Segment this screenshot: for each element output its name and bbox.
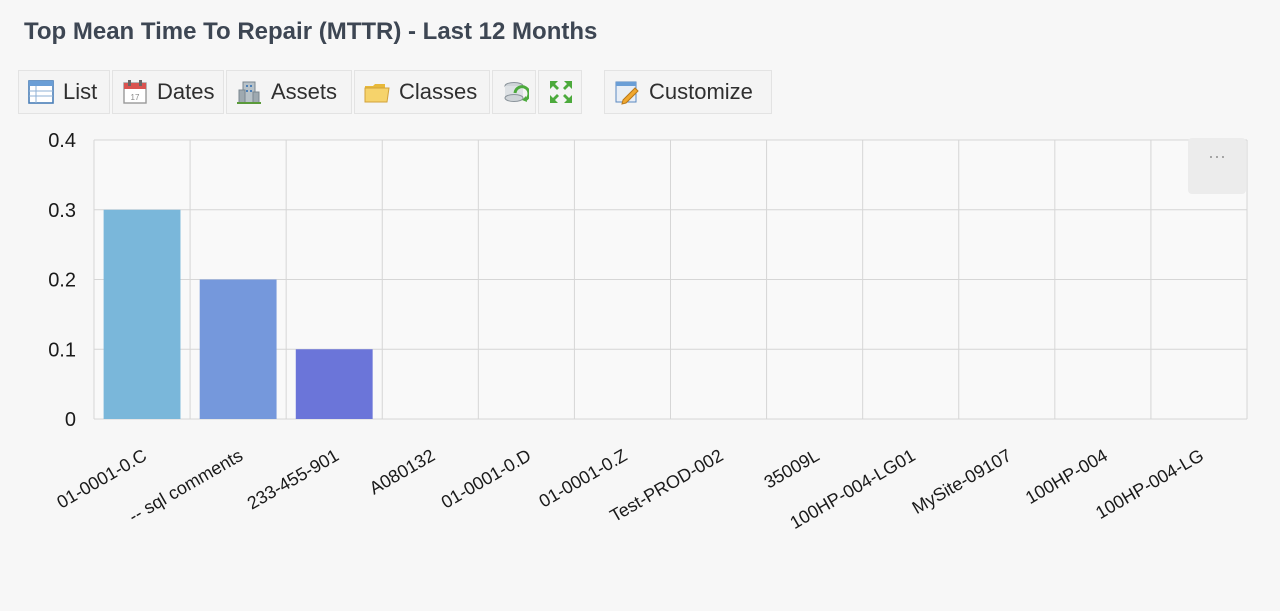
x-tick-label: 233-455-901: [244, 445, 342, 513]
customize-label: Customize: [649, 79, 753, 104]
folder-icon: [363, 78, 391, 106]
assets-button[interactable]: Assets: [226, 70, 352, 114]
expand-button[interactable]: [538, 70, 582, 114]
customize-button[interactable]: Customize: [604, 70, 772, 114]
x-tick-label: 01-0001-0.Z: [536, 445, 631, 511]
dates-button[interactable]: 17 Dates: [112, 70, 224, 114]
bar-chart: 00.10.20.30.401-0001-0.C-- sql comments2…: [48, 130, 1248, 533]
dates-label: Dates: [157, 79, 215, 104]
x-tick-label: MySite-09107: [909, 445, 1015, 518]
bar: [103, 209, 181, 419]
svg-text:17: 17: [131, 93, 140, 102]
y-tick-label: 0: [65, 409, 76, 431]
building-icon: [235, 78, 263, 106]
x-tick-label: 35009L: [761, 445, 823, 492]
y-tick-label: 0.1: [48, 339, 76, 361]
y-tick-label: 0.2: [48, 270, 76, 292]
chart-title: Top Mean Time To Repair (MTTR) - Last 12…: [24, 18, 598, 45]
x-tick-label: 100HP-004: [1022, 445, 1111, 508]
bar: [295, 349, 373, 419]
list-label: List: [63, 79, 98, 104]
refresh-icon: [501, 78, 531, 106]
customize-icon: [613, 78, 641, 106]
y-tick-label: 0.4: [48, 130, 76, 152]
y-tick-label: 0.3: [48, 200, 76, 222]
calendar-icon: 17: [121, 78, 149, 106]
refresh-button[interactable]: [492, 70, 536, 114]
x-tick-label: A080132: [366, 445, 438, 498]
x-tick-label: 100HP-004-LG: [1092, 445, 1207, 523]
chart-menu-button[interactable]: ···: [1188, 138, 1246, 194]
classes-button[interactable]: Classes: [354, 70, 490, 114]
assets-label: Assets: [271, 79, 338, 104]
classes-label: Classes: [399, 79, 478, 104]
x-tick-label: 01-0001-0.D: [438, 445, 535, 512]
list-button[interactable]: List: [18, 70, 110, 114]
list-icon: [27, 78, 55, 106]
chart-area: 0 0.1 0.2 0.3 0.4 01-0001-0.C -- sql comments 2…: [0, 120, 1280, 606]
expand-icon: [547, 78, 575, 106]
bar: [199, 279, 277, 419]
